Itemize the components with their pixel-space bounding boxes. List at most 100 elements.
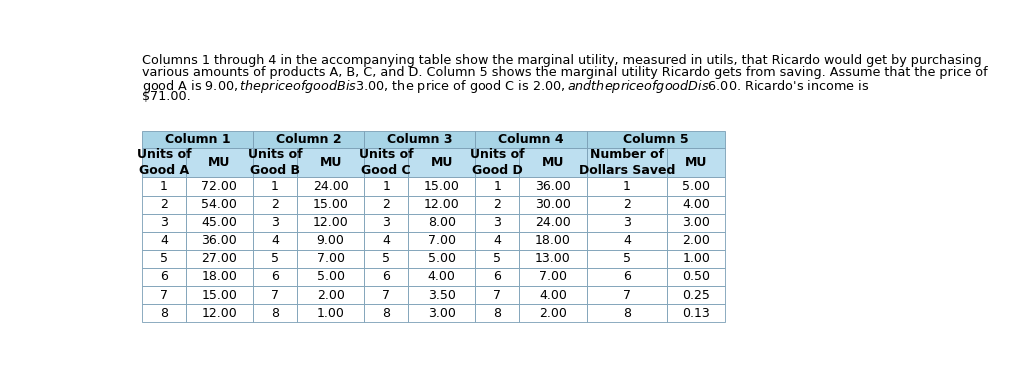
Bar [668,214,725,232]
Text: 0.25: 0.25 [682,288,710,302]
Bar [587,214,668,232]
Bar [185,268,253,286]
Bar [365,232,409,250]
Text: MU: MU [319,156,342,169]
Text: 1: 1 [160,180,168,193]
Bar [365,304,409,322]
Bar [253,232,297,250]
Bar [587,286,668,304]
Bar [253,214,297,232]
Text: 24.00: 24.00 [312,180,348,193]
Bar [365,131,475,148]
Text: 1: 1 [382,180,390,193]
Bar [253,268,297,286]
Bar [253,195,297,214]
Text: 8: 8 [494,307,502,320]
Text: Column 2: Column 2 [275,133,342,146]
Bar [253,148,297,177]
Text: 3: 3 [624,216,631,229]
Text: 4: 4 [382,234,390,247]
Text: 7.00: 7.00 [428,234,456,247]
Text: 18.00: 18.00 [535,234,570,247]
Text: 5: 5 [494,252,502,266]
Text: 15.00: 15.00 [202,288,238,302]
Text: 30.00: 30.00 [535,198,570,211]
Text: 3: 3 [382,216,390,229]
Bar [297,195,365,214]
Text: good A is $9.00, the price of good B is $3.00, the price of good C is $2.00, and: good A is $9.00, the price of good B is … [142,78,869,95]
Bar [365,268,409,286]
Bar [185,214,253,232]
Text: 8.00: 8.00 [428,216,456,229]
Text: 2: 2 [382,198,390,211]
Text: 2.00: 2.00 [539,307,567,320]
Text: 4: 4 [624,234,631,247]
Bar [409,304,475,322]
Bar [587,268,668,286]
Text: 8: 8 [623,307,631,320]
Text: Column 5: Column 5 [623,133,688,146]
Bar [519,214,587,232]
Bar [475,304,519,322]
Bar [519,148,587,177]
Bar [409,250,475,268]
Text: 0.13: 0.13 [682,307,710,320]
Bar [365,195,409,214]
Bar [409,286,475,304]
Bar [668,177,725,195]
Text: 12.00: 12.00 [424,198,460,211]
Bar [185,250,253,268]
Text: 8: 8 [382,307,390,320]
Text: 2.00: 2.00 [316,288,344,302]
Bar [142,286,185,304]
Text: 2: 2 [624,198,631,211]
Bar [668,250,725,268]
Text: Column 3: Column 3 [387,133,453,146]
Text: 24.00: 24.00 [536,216,570,229]
Text: $71.00.: $71.00. [142,90,190,103]
Bar [587,195,668,214]
Text: 1.00: 1.00 [682,252,710,266]
Text: 13.00: 13.00 [536,252,570,266]
Text: 7: 7 [271,288,279,302]
Text: 6: 6 [624,270,631,284]
Bar [668,268,725,286]
Text: 7: 7 [623,288,631,302]
Text: 7.00: 7.00 [316,252,345,266]
Text: 2.00: 2.00 [682,234,710,247]
Bar [519,232,587,250]
Text: 7.00: 7.00 [539,270,567,284]
Text: 5: 5 [160,252,168,266]
Bar [519,304,587,322]
Text: 3: 3 [271,216,279,229]
Bar [668,195,725,214]
Text: 6: 6 [271,270,279,284]
Text: 0.50: 0.50 [682,270,710,284]
Text: 3.00: 3.00 [682,216,710,229]
Text: MU: MU [208,156,230,169]
Bar [253,250,297,268]
Bar [142,148,185,177]
Bar [142,195,185,214]
Text: 36.00: 36.00 [536,180,570,193]
Text: 6: 6 [494,270,502,284]
Text: 3.50: 3.50 [428,288,456,302]
Bar [185,177,253,195]
Bar [409,268,475,286]
Bar [365,250,409,268]
Text: 15.00: 15.00 [424,180,460,193]
Bar [409,195,475,214]
Bar [475,177,519,195]
Bar [185,286,253,304]
Text: 2: 2 [494,198,502,211]
Bar [142,131,253,148]
Text: Units of
Good B: Units of Good B [248,148,302,177]
Bar [668,148,725,177]
Bar [185,148,253,177]
Bar [519,268,587,286]
Bar [297,268,365,286]
Bar [409,214,475,232]
Bar [253,177,297,195]
Bar [297,250,365,268]
Text: 2: 2 [160,198,168,211]
